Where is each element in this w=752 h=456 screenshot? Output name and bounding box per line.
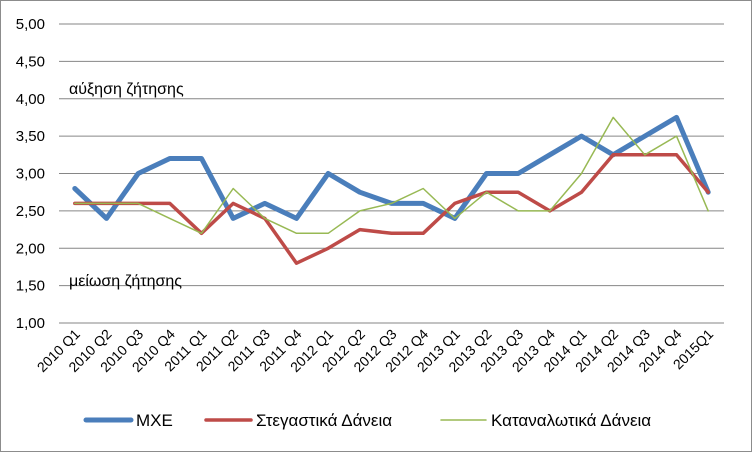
y-axis-tick-labels: 1,00 1,50 2,00 2,50 3,00 3,50 4,00 4,50 5,00	[16, 16, 45, 332]
y-tick-label: 5,00	[16, 16, 45, 33]
y-tick-label: 3,50	[16, 128, 45, 145]
y-tick-label: 1,00	[16, 315, 45, 332]
legend-label-2: Καταναλωτικά Δάνεια	[491, 411, 651, 430]
annotation-decrease: μείωση ζήτησης	[69, 273, 182, 290]
y-tick-label: 3,00	[16, 166, 45, 183]
y-tick-label: 2,50	[16, 203, 45, 220]
y-tick-label: 1,50	[16, 278, 45, 295]
y-tick-label: 2,00	[16, 240, 45, 257]
series-line-1	[73, 153, 710, 265]
y-tick-label: 4,50	[16, 53, 45, 70]
series-line-2	[74, 116, 709, 235]
gridlines	[59, 23, 724, 287]
legend-label-1: Στεγαστικά Δάνεια	[256, 411, 392, 430]
series-lines	[72, 114, 711, 265]
annotation-increase: αύξηση ζήτησης	[69, 81, 184, 98]
legend-label-0: ΜΧΕ	[136, 411, 173, 430]
y-tick-label: 4,00	[16, 91, 45, 108]
legend: ΜΧΕ Στεγαστικά Δάνεια Καταναλωτικά Δάνεια	[83, 411, 651, 430]
